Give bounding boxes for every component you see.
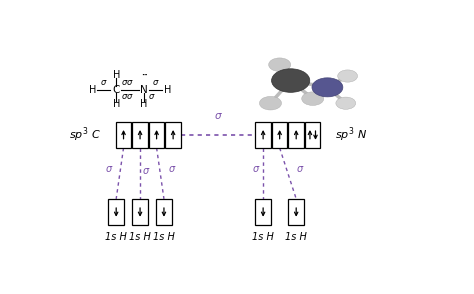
Text: σ: σ [215, 111, 221, 121]
Text: H: H [112, 70, 120, 80]
Text: H: H [112, 99, 120, 109]
Circle shape [269, 58, 291, 71]
Text: $\sigma$: $\sigma$ [100, 78, 108, 87]
Circle shape [337, 70, 357, 82]
FancyBboxPatch shape [289, 199, 304, 225]
Text: 1s H: 1s H [285, 232, 307, 242]
Text: N: N [140, 85, 147, 95]
FancyBboxPatch shape [305, 122, 320, 148]
Text: σ: σ [253, 164, 259, 174]
Circle shape [259, 96, 282, 110]
Text: σ: σ [143, 166, 149, 176]
Text: 1s H: 1s H [153, 232, 175, 242]
Text: $\sigma$: $\sigma$ [126, 78, 134, 87]
Text: 1s H: 1s H [252, 232, 274, 242]
Text: σ: σ [168, 164, 174, 174]
Text: 1s H: 1s H [105, 232, 127, 242]
Text: $sp^3$ C: $sp^3$ C [69, 126, 101, 144]
Text: σ: σ [297, 164, 303, 174]
FancyBboxPatch shape [132, 122, 148, 148]
Circle shape [301, 92, 324, 106]
Circle shape [336, 97, 356, 109]
FancyBboxPatch shape [255, 122, 271, 148]
Text: H: H [164, 85, 171, 95]
FancyBboxPatch shape [289, 122, 304, 148]
Text: $sp^3$ N: $sp^3$ N [335, 126, 367, 144]
Circle shape [272, 69, 310, 92]
Text: $\sigma$: $\sigma$ [148, 93, 155, 101]
Text: $\sigma$: $\sigma$ [126, 92, 134, 101]
Text: $\sigma$: $\sigma$ [120, 93, 128, 101]
Text: $\sigma$: $\sigma$ [120, 78, 128, 87]
Text: ··: ·· [141, 72, 148, 81]
Text: $\sigma$: $\sigma$ [153, 78, 160, 87]
Text: σ: σ [106, 164, 112, 174]
FancyBboxPatch shape [156, 199, 172, 225]
FancyBboxPatch shape [255, 199, 271, 225]
FancyBboxPatch shape [132, 199, 148, 225]
FancyBboxPatch shape [116, 122, 131, 148]
FancyBboxPatch shape [109, 199, 124, 225]
Text: 1s H: 1s H [129, 232, 151, 242]
FancyBboxPatch shape [272, 122, 287, 148]
FancyBboxPatch shape [165, 122, 181, 148]
Text: H: H [140, 99, 147, 109]
Text: C: C [112, 85, 120, 95]
FancyBboxPatch shape [149, 122, 164, 148]
Text: H: H [89, 85, 96, 95]
Circle shape [312, 78, 343, 97]
